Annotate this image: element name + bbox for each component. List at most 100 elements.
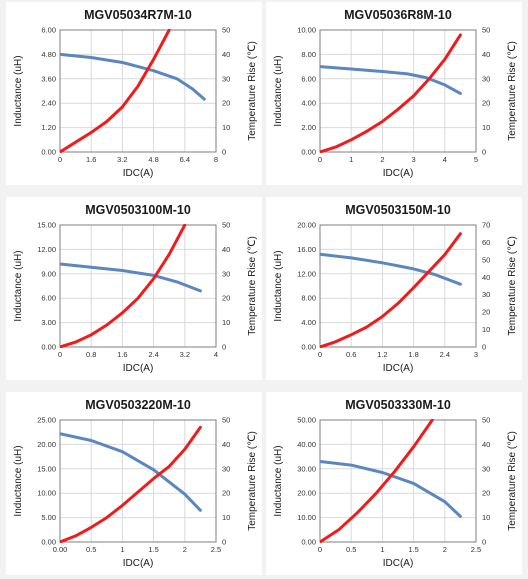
x-tick-label: 1.5 bbox=[148, 545, 158, 554]
chart-panel: MGV0503330M-10 0.00 10.00 20.00 30.00 40.00 50… bbox=[266, 392, 522, 575]
y-tick-label: 0.00 bbox=[301, 538, 316, 547]
x-tick-label: 2.5 bbox=[211, 545, 221, 554]
y2-tick-label: 10 bbox=[222, 123, 230, 132]
y2-tick-label: 60 bbox=[482, 238, 490, 247]
x-axis-label: IDC(A) bbox=[123, 558, 154, 569]
temperature-rise-line bbox=[320, 33, 462, 153]
y2-axis-label: Temperature Rise (℃) bbox=[247, 431, 258, 531]
y-tick-label: 8.00 bbox=[301, 294, 316, 303]
x-tick-label: 4.8 bbox=[148, 155, 158, 164]
temperature-rise-line bbox=[320, 419, 434, 543]
x-axis-label: IDC(A) bbox=[123, 363, 154, 374]
plot-area-border bbox=[319, 29, 477, 153]
inductance-line bbox=[320, 65, 462, 95]
y2-tick-label: 30 bbox=[482, 290, 490, 299]
x-tick-label: 2.5 bbox=[471, 545, 481, 554]
x-tick-label: 0.6 bbox=[346, 350, 356, 359]
x-tick-label: 0.5 bbox=[346, 545, 356, 554]
y2-tick-label: 40 bbox=[222, 50, 230, 59]
chart-svg: MGV0503330M-10 0.00 10.00 20.00 30.00 40.00 50… bbox=[273, 398, 518, 569]
x-tick-label: 0 bbox=[58, 155, 62, 164]
x-tick-label: 0 bbox=[318, 350, 322, 359]
y-axis-label: Inductance (uH) bbox=[273, 445, 284, 516]
y2-tick-label: 10 bbox=[482, 325, 490, 334]
chart-title: MGV05036R8M-10 bbox=[344, 8, 452, 22]
y2-tick-label: 50 bbox=[482, 26, 490, 35]
y-tick-label: 1.20 bbox=[41, 123, 56, 132]
y-tick-label: 20.00 bbox=[37, 440, 56, 449]
y-axis-label: Inductance (uH) bbox=[273, 250, 284, 321]
y2-tick-label: 20 bbox=[482, 99, 490, 108]
chart-title: MGV05034R7M-10 bbox=[84, 8, 192, 22]
y-tick-label: 10.00 bbox=[37, 489, 56, 498]
y2-tick-label: 40 bbox=[482, 273, 490, 282]
x-tick-label: 2 bbox=[443, 545, 447, 554]
y2-tick-label: 40 bbox=[222, 440, 230, 449]
y-tick-label: 12.00 bbox=[297, 269, 316, 278]
y2-tick-label: 50 bbox=[222, 221, 230, 230]
x-tick-label: 6.4 bbox=[180, 155, 190, 164]
y2-axis-label: Temperature Rise (℃) bbox=[507, 431, 518, 531]
x-tick-label: 1 bbox=[380, 545, 384, 554]
y-tick-label: 6.00 bbox=[301, 74, 316, 83]
chart-panel: MGV05036R8M-10 0.00 2.00 4.00 6.00 8.00 10.00 0… bbox=[266, 2, 522, 185]
y2-tick-label: 40 bbox=[482, 440, 490, 449]
plot-area-border bbox=[59, 419, 217, 543]
y2-tick-label: 20 bbox=[222, 99, 230, 108]
y2-axis-label: Temperature Rise (℃) bbox=[507, 41, 518, 141]
y2-tick-label: 50 bbox=[222, 26, 230, 35]
x-tick-label: 1 bbox=[349, 155, 353, 164]
chart-svg: MGV0503150M-10 0.00 4.00 8.00 12.00 16.00 20.0… bbox=[273, 203, 518, 374]
y2-tick-label: 40 bbox=[222, 245, 230, 254]
y2-tick-label: 10 bbox=[222, 318, 230, 327]
y2-tick-label: 50 bbox=[222, 416, 230, 425]
y-tick-label: 8.00 bbox=[301, 50, 316, 59]
inductance-line bbox=[60, 262, 202, 293]
chart-title: MGV0503330M-10 bbox=[345, 398, 451, 412]
y2-axis-label: Temperature Rise (℃) bbox=[247, 41, 258, 141]
chart-title: MGV0503100M-10 bbox=[85, 203, 191, 217]
y-tick-label: 4.00 bbox=[301, 99, 316, 108]
y2-tick-label: 0 bbox=[482, 538, 486, 547]
y2-tick-label: 0 bbox=[482, 148, 486, 157]
y2-tick-label: 30 bbox=[482, 74, 490, 83]
y-axis-label: Inductance (uH) bbox=[13, 55, 24, 126]
y-tick-label: 10.00 bbox=[297, 26, 316, 35]
plot-area-border bbox=[319, 224, 477, 348]
y-axis-label: Inductance (uH) bbox=[13, 250, 24, 321]
x-axis-label: IDC(A) bbox=[383, 168, 414, 179]
x-tick-label: 1.5 bbox=[408, 545, 418, 554]
y2-tick-label: 10 bbox=[482, 123, 490, 132]
y2-tick-label: 50 bbox=[482, 255, 490, 264]
x-tick-label: 2.4 bbox=[440, 350, 450, 359]
y-tick-label: 0.00 bbox=[41, 343, 56, 352]
x-tick-label: 0.5 bbox=[86, 545, 96, 554]
temperature-rise-line bbox=[60, 224, 187, 348]
y-tick-label: 25.00 bbox=[37, 416, 56, 425]
x-tick-label: 5 bbox=[474, 155, 478, 164]
y2-tick-label: 40 bbox=[482, 50, 490, 59]
x-tick-label: 1.6 bbox=[86, 155, 96, 164]
y2-tick-label: 30 bbox=[222, 464, 230, 473]
y2-tick-label: 0 bbox=[482, 343, 486, 352]
x-tick-label: 2.4 bbox=[148, 350, 158, 359]
chart-svg: MGV0503220M-100.005.0010.0015.0020.0025.… bbox=[13, 398, 258, 569]
x-tick-label: 0 bbox=[318, 155, 322, 164]
y-axis-label: Inductance (uH) bbox=[13, 445, 24, 516]
y-tick-label: 9.00 bbox=[41, 269, 56, 278]
y2-axis-label: Temperature Rise (℃) bbox=[247, 236, 258, 336]
y2-tick-label: 10 bbox=[222, 513, 230, 522]
y-tick-label: 6.00 bbox=[41, 26, 56, 35]
y2-tick-label: 30 bbox=[222, 74, 230, 83]
y2-tick-label: 0 bbox=[222, 538, 226, 547]
y-tick-label: 20.00 bbox=[297, 221, 316, 230]
chart-svg: MGV0503100M-10 0.00 3.00 6.00 9.00 12.00 15.00… bbox=[13, 203, 258, 374]
y-tick-label: 5.00 bbox=[41, 513, 56, 522]
x-tick-label: 0 bbox=[318, 545, 322, 554]
y-tick-label: 6.00 bbox=[41, 294, 56, 303]
x-tick-label: 1 bbox=[120, 545, 124, 554]
inductance-line bbox=[320, 252, 462, 286]
temperature-rise-line bbox=[60, 425, 202, 543]
y2-tick-label: 20 bbox=[222, 294, 230, 303]
